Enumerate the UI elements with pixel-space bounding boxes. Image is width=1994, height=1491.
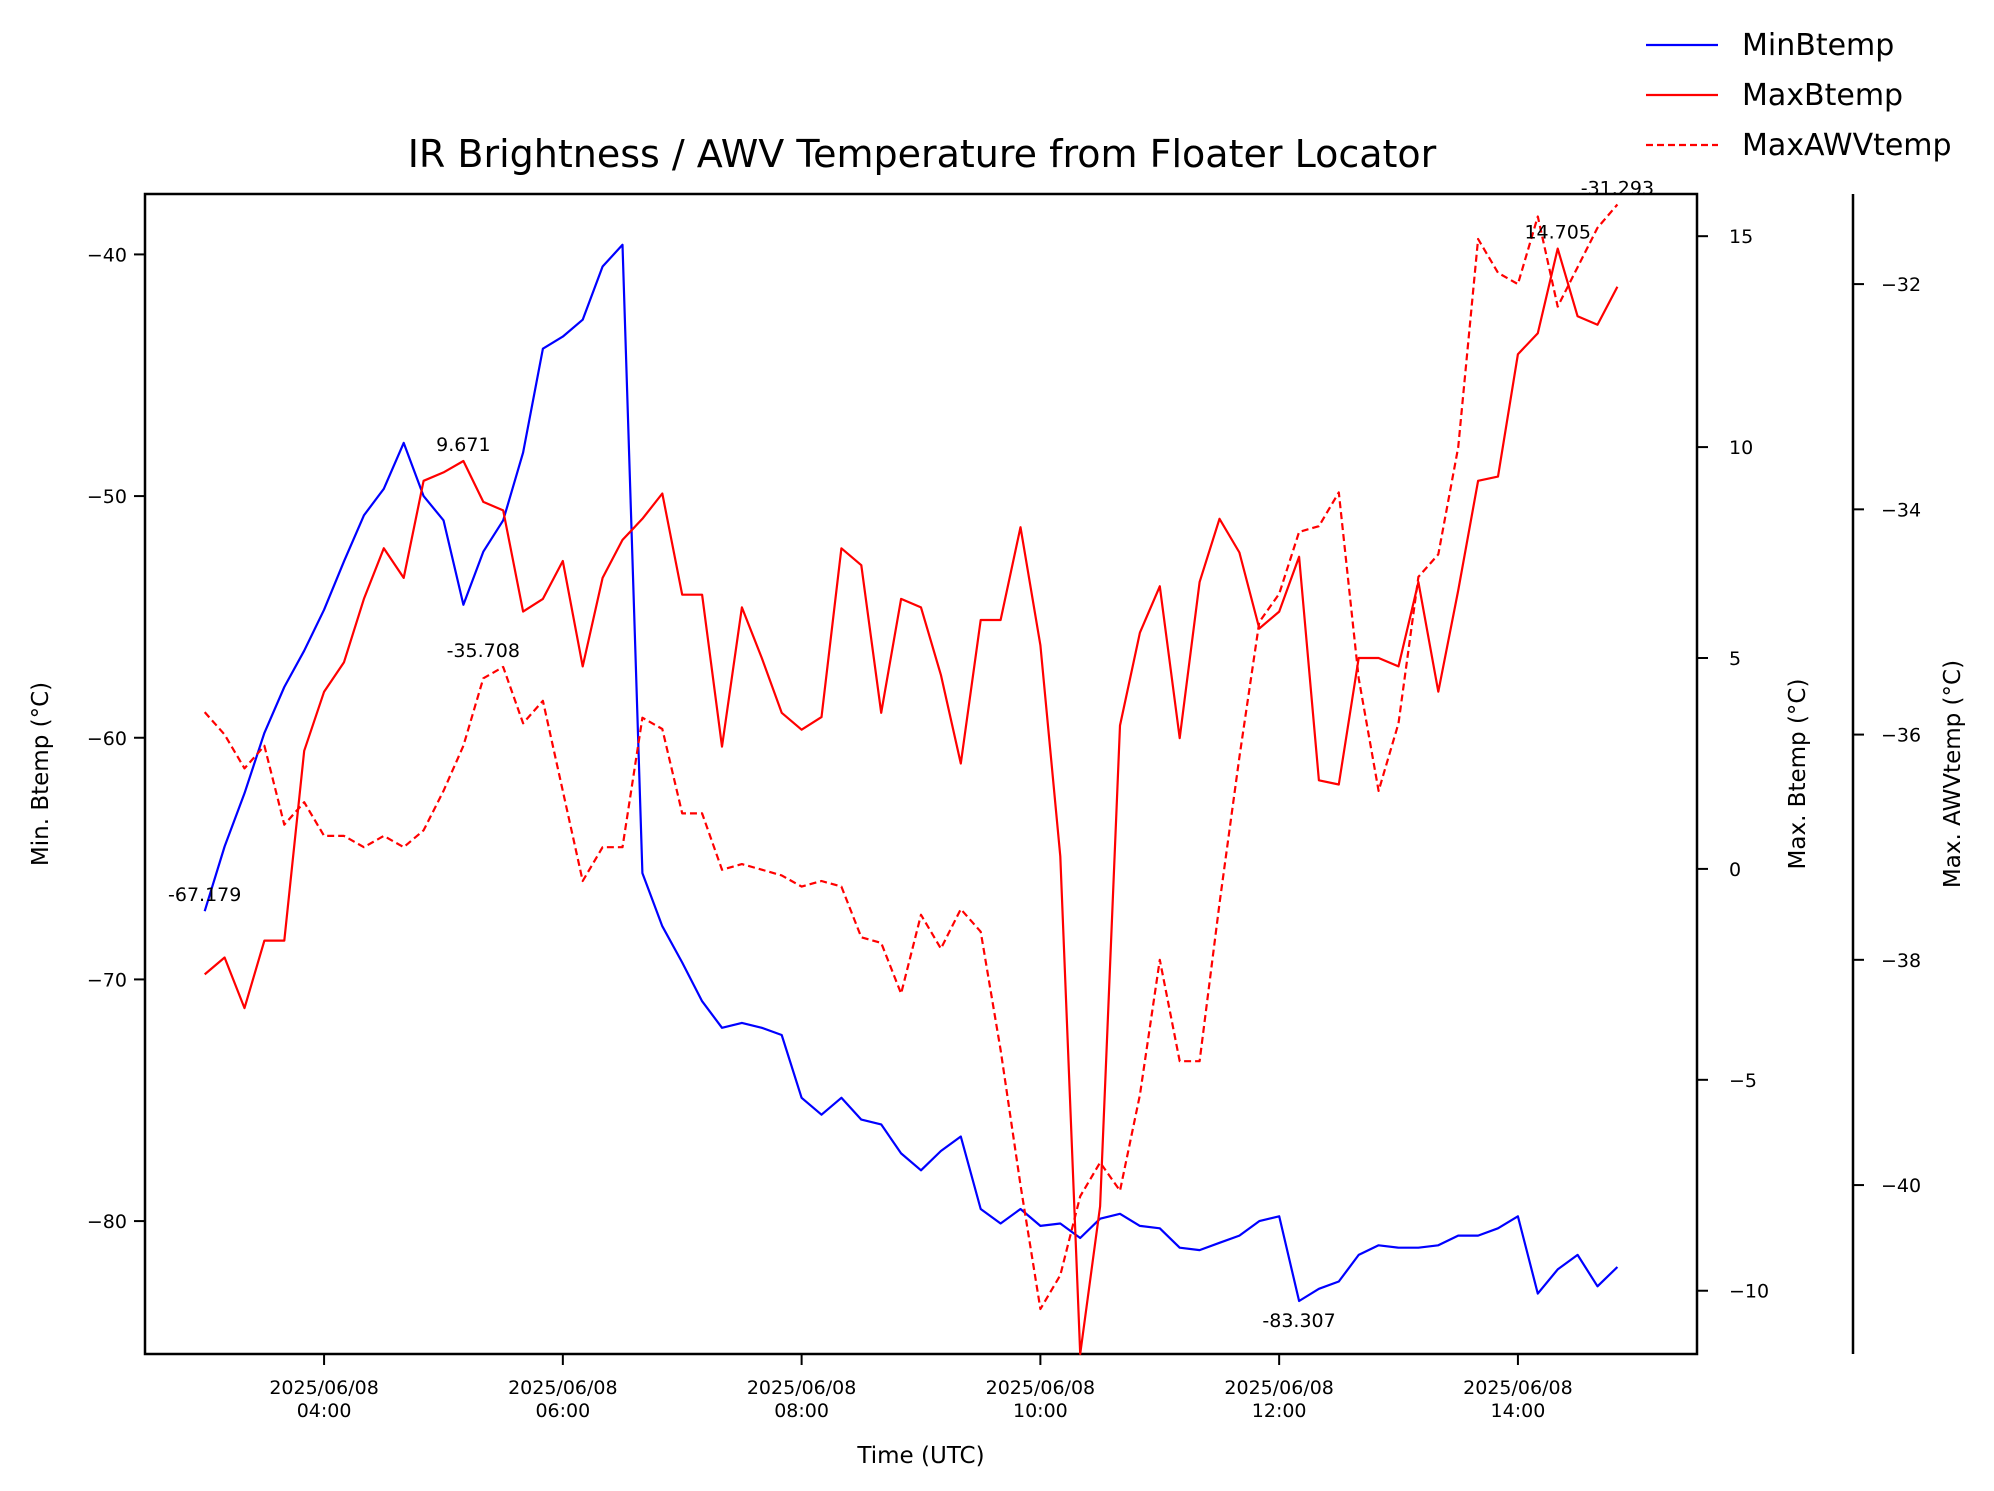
outer-axis-label: Max. AWVtemp (°C): [1940, 660, 1966, 888]
right-tick-label: 10: [1729, 437, 1753, 459]
right-tick-label: 5: [1729, 648, 1741, 670]
x-tick-label-date: 2025/06/08: [747, 1377, 857, 1399]
x-tick-label-date: 2025/06/08: [986, 1377, 1096, 1399]
right-axis-label: Max. Btemp (°C): [1785, 679, 1811, 870]
left-tick-label: −80: [87, 1211, 127, 1233]
left-tick-label: −50: [87, 486, 127, 508]
x-tick-label-time: 12:00: [1252, 1400, 1307, 1422]
x-tick-label-time: 08:00: [774, 1400, 829, 1422]
series-line-minbtemp: [203, 243, 1619, 1303]
outer-tick-label: −36: [1881, 725, 1921, 747]
plot-frame: [143, 192, 1699, 1356]
left-tick-label: −70: [87, 969, 127, 991]
right-tick-label: 0: [1729, 859, 1741, 881]
series-line-maxawvtemp: [203, 203, 1619, 1311]
outer-tick-label: −40: [1881, 1175, 1921, 1197]
left-axis-label: Min. Btemp (°C): [28, 682, 54, 866]
legend-label-maxbtemp: MaxBtemp: [1742, 78, 1903, 113]
data-label: -83.307: [1262, 1310, 1335, 1332]
data-label: -67.179: [168, 884, 241, 906]
series-layer: [203, 203, 1619, 1356]
x-tick-label-time: 10:00: [1013, 1400, 1068, 1422]
outer-tick-label: −34: [1881, 499, 1921, 521]
left-tick-label: −40: [87, 244, 127, 266]
right-tick-label: −5: [1729, 1070, 1757, 1092]
right-tick-label: 15: [1729, 226, 1753, 248]
x-tick-label-time: 06:00: [535, 1400, 590, 1422]
data-label: -31.293: [1581, 177, 1654, 199]
legend: MinBtemp MaxBtemp MaxAWVtemp: [1646, 28, 1952, 163]
outer-tick-label: −38: [1881, 950, 1921, 972]
axes-layer: 2025/06/0804:002025/06/0806:002025/06/08…: [28, 194, 1966, 1469]
chart-title: IR Brightness / AWV Temperature from Flo…: [408, 132, 1437, 176]
x-tick-label-time: 04:00: [297, 1400, 352, 1422]
x-tick-label-date: 2025/06/08: [1224, 1377, 1334, 1399]
x-tick-label-date: 2025/06/08: [508, 1377, 618, 1399]
x-tick-label-time: 14:00: [1491, 1400, 1546, 1422]
legend-label-maxawvtemp: MaxAWVtemp: [1742, 128, 1952, 163]
x-tick-label-date: 2025/06/08: [269, 1377, 379, 1399]
plot-area: [143, 192, 1699, 1356]
x-axis-label: Time (UTC): [856, 1443, 984, 1469]
x-tick-label-date: 2025/06/08: [1463, 1377, 1573, 1399]
data-label: -35.708: [447, 640, 520, 662]
outer-tick-label: −32: [1881, 274, 1921, 296]
left-tick-label: −60: [87, 728, 127, 750]
annotation-layer: -67.179 9.671 -35.708 -83.307 14.705 -31.293: [168, 177, 1654, 1332]
data-label: 14.705: [1524, 222, 1590, 244]
data-label: 9.671: [436, 434, 490, 456]
right-tick-label: −10: [1729, 1281, 1769, 1303]
legend-label-minbtemp: MinBtemp: [1742, 28, 1894, 63]
series-line-maxbtemp: [203, 247, 1619, 1356]
